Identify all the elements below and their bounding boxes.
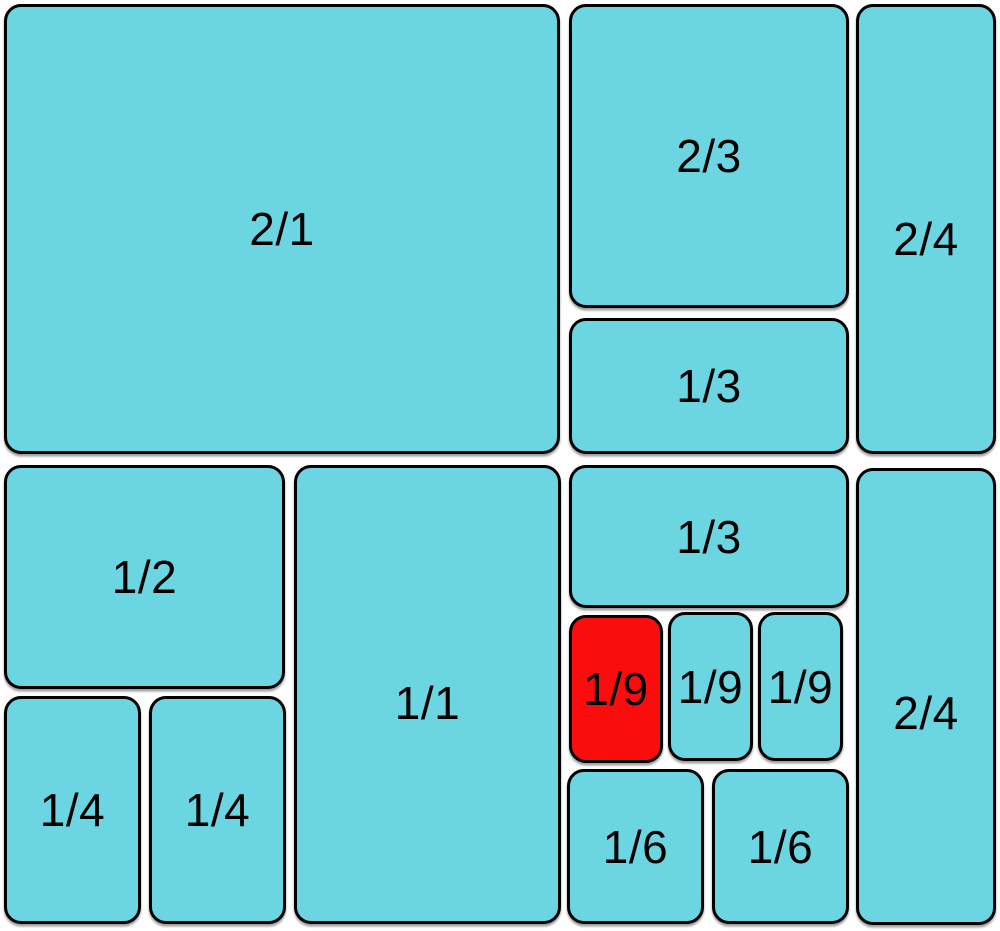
fraction-label: 2/4	[893, 686, 959, 739]
fraction-label: 1/3	[676, 510, 742, 563]
fraction-box: 1/4	[4, 696, 141, 924]
fraction-box: 1/2	[4, 465, 285, 689]
fraction-box: 1/3	[569, 318, 849, 454]
fraction-box: 1/9	[758, 612, 843, 761]
fraction-label: 1/6	[747, 820, 814, 873]
fraction-label: 1/4	[184, 784, 251, 836]
fraction-box: 1/6	[712, 769, 849, 924]
fraction-label: 1/4	[39, 784, 106, 836]
fraction-label: 1/9	[677, 660, 744, 713]
fraction-label: 1/9	[767, 660, 834, 713]
fraction-label: 2/3	[676, 130, 742, 182]
fraction-box: 1/1	[294, 465, 561, 924]
fraction-box: 1/6	[567, 769, 704, 924]
fraction-box-highlighted: 1/9	[569, 615, 663, 763]
fraction-box: 1/3	[569, 465, 849, 608]
fraction-label: 1/9	[583, 663, 649, 715]
fraction-box: 2/4	[856, 4, 996, 454]
fraction-label: 2/4	[893, 213, 959, 265]
fraction-label: 1/1	[394, 676, 461, 729]
fraction-label: 2/1	[249, 203, 315, 255]
fraction-box: 2/3	[569, 4, 849, 308]
fraction-box: 2/1	[4, 4, 560, 454]
fraction-box: 1/9	[668, 612, 753, 761]
fraction-label: 1/3	[676, 360, 742, 412]
fraction-label: 1/2	[111, 551, 178, 603]
fraction-label: 1/6	[602, 820, 669, 873]
fraction-box: 2/4	[856, 468, 996, 925]
fraction-box: 1/4	[149, 696, 286, 924]
